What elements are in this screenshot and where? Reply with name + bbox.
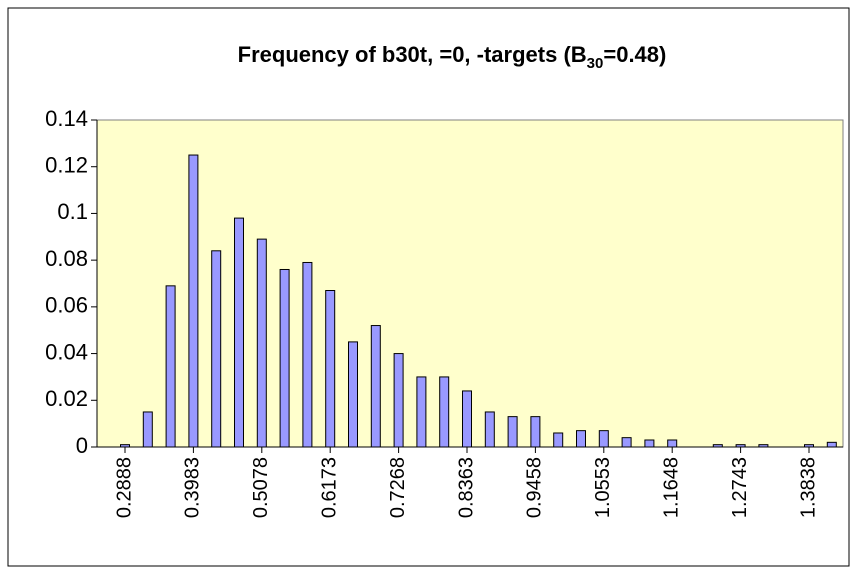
bar: [211, 250, 222, 448]
bar: [439, 376, 450, 448]
y-tick-label: 0.02: [45, 386, 88, 411]
bar: [302, 261, 313, 448]
bar: [484, 411, 495, 448]
bar: [279, 268, 290, 448]
bar: [256, 238, 267, 448]
x-tick-label: 1.0553: [592, 457, 614, 518]
bar: [530, 416, 541, 448]
bar: [462, 390, 472, 448]
bar: [576, 430, 586, 448]
bar: [393, 353, 404, 448]
title-subscript: 30: [587, 55, 604, 72]
x-tick-label: 0.3983: [182, 457, 204, 518]
title-suffix: =0.48): [603, 42, 666, 67]
bar: [621, 437, 632, 448]
bar: [598, 430, 609, 448]
x-tick-label: 0.9458: [524, 457, 546, 518]
bar: [804, 444, 814, 448]
bar: [667, 439, 678, 448]
bar: [553, 432, 564, 448]
x-tick-label: 1.1648: [660, 457, 682, 518]
bar: [188, 154, 199, 448]
y-tick-label: 0.14: [45, 106, 88, 131]
bar: [735, 444, 746, 448]
y-tick-label: 0.04: [45, 339, 88, 364]
bar: [120, 444, 130, 448]
bar: [644, 439, 655, 448]
bar: [325, 290, 336, 448]
bar: [758, 444, 769, 448]
bar: [165, 285, 176, 448]
x-tick-label: 0.7268: [387, 457, 409, 518]
y-tick-label: 0: [76, 433, 88, 458]
y-tick-label: 0.1: [57, 199, 88, 224]
x-tick-label: 0.6173: [318, 457, 340, 518]
y-tick-label: 0.12: [45, 153, 88, 178]
y-tick-label: 0.06: [45, 293, 88, 318]
x-tick-label: 1.2743: [729, 457, 751, 518]
x-tick-label: 0.8363: [455, 457, 477, 518]
x-tick-label: 0.5078: [250, 457, 272, 518]
bar: [826, 441, 837, 448]
bar: [142, 411, 153, 448]
x-tick-label: 0.2888: [113, 457, 135, 518]
x-tick-label: 1.3838: [797, 457, 819, 518]
bar: [712, 444, 723, 448]
bar: [370, 325, 381, 448]
bar: [348, 341, 358, 448]
bar: [234, 217, 244, 448]
title-main: Frequency of b30t, =0, -targets (B: [238, 42, 587, 67]
y-tick-label: 0.08: [45, 246, 88, 271]
bar: [416, 376, 427, 448]
bar: [507, 416, 518, 448]
chart-title: Frequency of b30t, =0, -targets (B30=0.4…: [238, 42, 667, 72]
